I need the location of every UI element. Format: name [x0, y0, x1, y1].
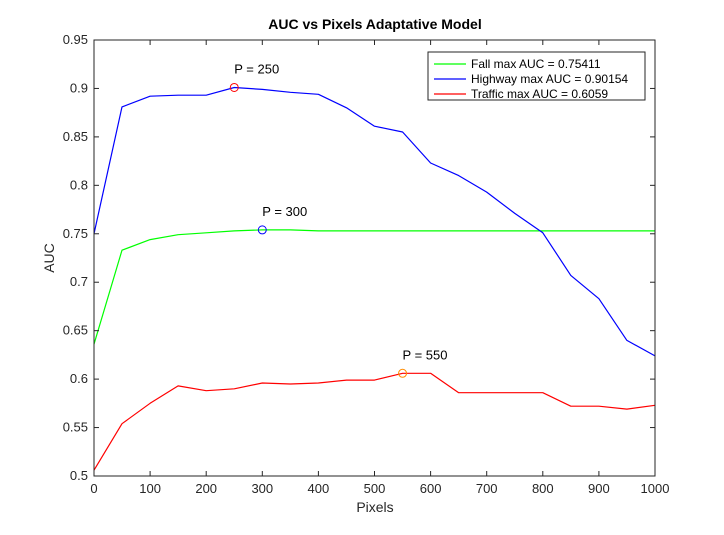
series-line-2 [93, 372, 656, 471]
y-tick-label: 0.85 [63, 129, 88, 144]
x-tick-label: 400 [308, 481, 330, 496]
chart-title: AUC vs Pixels Adaptative Model [268, 16, 481, 32]
legend-entry-label: Fall max AUC = 0.75411 [471, 57, 601, 71]
series-layer [93, 86, 656, 471]
marker-layer: P = 300 P = 250 P = 550 [229, 61, 448, 378]
y-tick-label: 0.6 [70, 371, 88, 386]
x-axis-label: Pixels [356, 499, 393, 515]
max-point-label: P = 550 [403, 347, 448, 362]
max-point-label: P = 250 [234, 61, 279, 76]
max-point-marker [229, 82, 239, 92]
x-tick-label: 300 [251, 481, 273, 496]
series-line-0 [93, 229, 655, 345]
x-tick-label: 100 [139, 481, 161, 496]
legend-entry-label: Traffic max AUC = 0.6059 [471, 87, 608, 101]
y-tick-label: 0.9 [70, 80, 88, 95]
y-tick-label: 0.55 [63, 420, 88, 435]
y-tick-label: 0.95 [63, 32, 88, 47]
x-tick-label: 600 [420, 481, 442, 496]
max-point-marker [398, 368, 408, 378]
x-tick-label: 800 [532, 481, 554, 496]
y-tick-label: 0.5 [70, 468, 88, 483]
y-tick-label: 0.65 [63, 323, 88, 338]
plot-area [94, 40, 655, 476]
legend-entry-label: Highway max AUC = 0.90154 [471, 72, 628, 86]
x-tick-label: 0 [90, 481, 97, 496]
series-line-1 [93, 86, 656, 357]
y-tick-label: 0.7 [70, 274, 88, 289]
x-tick-label: 1000 [641, 481, 670, 496]
y-tick-label: 0.8 [70, 177, 88, 192]
tick-layer: 0 100 200 300 400 500 600 700 800 900 1000 0.5 0.55 0… [63, 32, 670, 496]
x-tick-label: 500 [364, 481, 386, 496]
x-tick-label: 900 [588, 481, 610, 496]
max-point-marker [257, 225, 267, 235]
x-tick-label: 200 [195, 481, 217, 496]
max-point-label: P = 300 [262, 204, 307, 219]
x-tick-label: 700 [476, 481, 498, 496]
y-axis-label: AUC [41, 243, 57, 273]
legend-box [427, 51, 646, 101]
y-tick-label: 0.75 [63, 226, 88, 241]
